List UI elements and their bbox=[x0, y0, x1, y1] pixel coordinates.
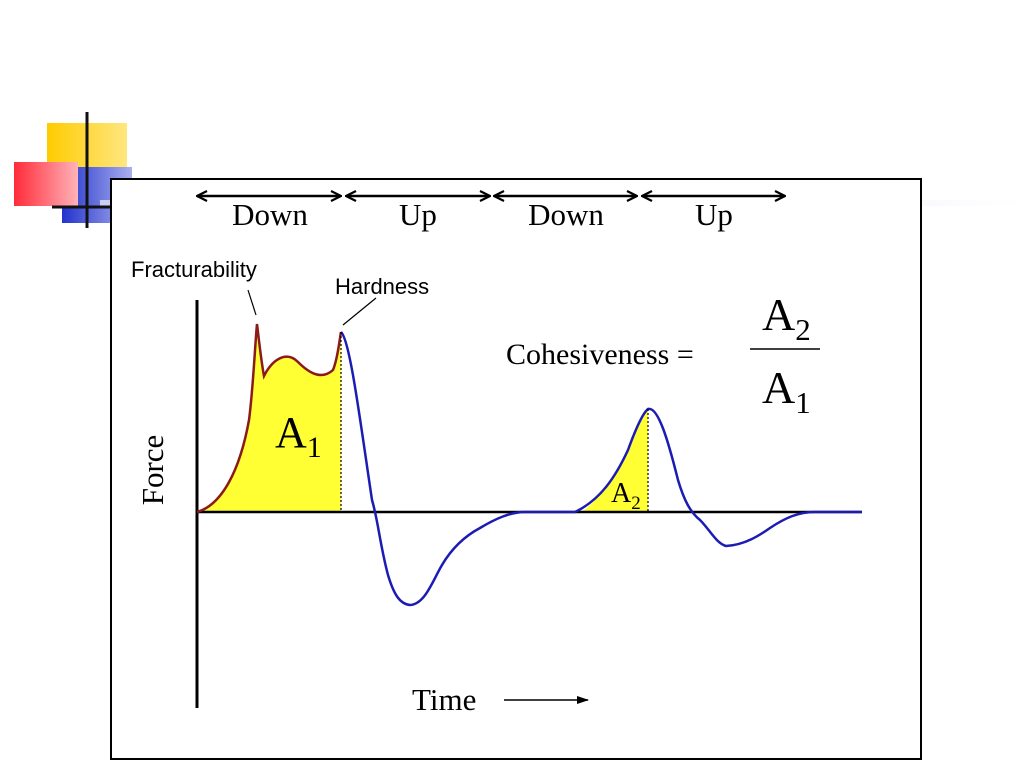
hardness-label: Hardness bbox=[335, 274, 429, 299]
deco-red-square bbox=[14, 162, 78, 206]
y-axis-label: Force bbox=[135, 435, 170, 506]
formula-numerator: A2 bbox=[762, 289, 811, 347]
phase-label-2: Up bbox=[399, 197, 437, 232]
phase-label-1: Down bbox=[232, 197, 308, 232]
x-axis-label: Time bbox=[412, 682, 476, 717]
cohesiveness-label: Cohesiveness = bbox=[506, 338, 694, 371]
curve-first-compression bbox=[196, 323, 343, 514]
a2-label: A2 bbox=[611, 478, 641, 514]
phase-label-3: Down bbox=[528, 197, 604, 232]
area-a2 bbox=[582, 409, 648, 512]
fracturability-label: Fracturability bbox=[131, 257, 257, 282]
a1-label: A1 bbox=[275, 408, 322, 464]
formula-denominator: A1 bbox=[762, 362, 811, 420]
area-a1 bbox=[197, 324, 341, 512]
phase-label-4: Up bbox=[695, 197, 733, 232]
curve-main bbox=[339, 331, 862, 607]
fracturability-leader bbox=[247, 289, 257, 316]
hardness-leader bbox=[342, 297, 377, 326]
